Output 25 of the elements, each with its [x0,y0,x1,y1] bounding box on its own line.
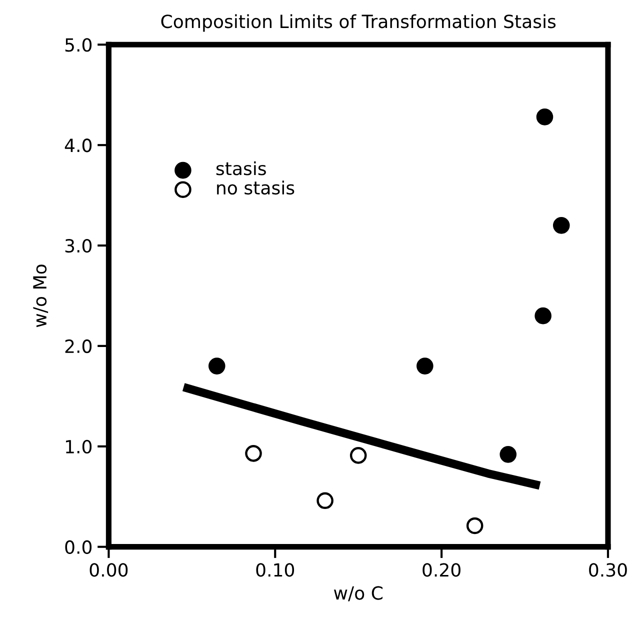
point [466,517,484,534]
point [208,358,226,374]
x-tick-label: 0.00 [90,563,128,577]
y-tick-label: 4.0 [64,138,92,152]
point [316,492,334,510]
point [552,217,570,234]
point [500,446,517,463]
point [534,307,552,324]
legend-label: no stasis [217,180,294,195]
x-axis-title: w/o C [334,586,382,602]
point [416,358,434,374]
y-tick-label: 3.0 [65,238,92,253]
y-tick-label: 2.0 [65,339,92,354]
x-tick-label: 0.10 [256,563,294,577]
chart-title: Composition Limits of Transformation Stasis [161,14,556,32]
point [350,447,367,464]
y-axis-title: w/o Mo [33,264,48,328]
y-tick-label: 0.0 [65,540,92,554]
x-tick-label: 0.30 [589,563,627,577]
point [245,445,262,462]
x-tick-label: 0.20 [422,563,460,577]
y-tick-label: 5.0 [65,38,92,52]
legend-label: stasis [216,161,266,176]
y-tick-label: 1.0 [66,440,92,454]
point [536,108,554,126]
